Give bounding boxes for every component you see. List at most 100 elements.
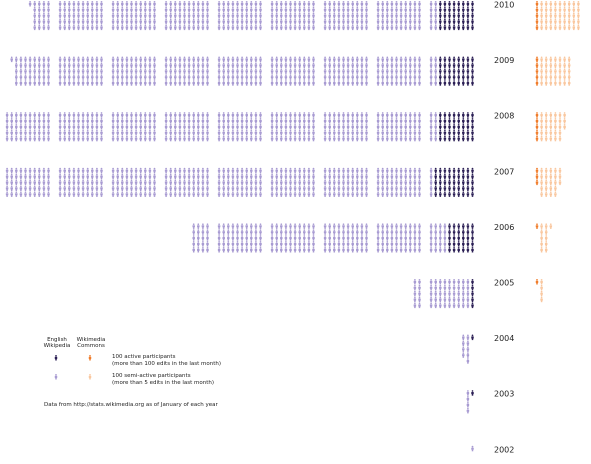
commons-semi-person-icon (549, 185, 553, 191)
enwiki-semi-person-icon (100, 112, 103, 118)
enwiki-semi-person-icon (231, 68, 235, 74)
enwiki-semi-person-icon (68, 74, 71, 80)
enwiki-semi-person-icon (178, 12, 182, 19)
enwiki-semi-person-icon (68, 129, 71, 136)
enwiki-semi-person-icon (121, 6, 124, 13)
enwiki-semi-person-icon (144, 18, 147, 25)
enwiki-semi-person-icon (222, 129, 225, 136)
enwiki-semi-person-icon (376, 112, 380, 118)
enwiki-semi-person-icon (192, 185, 195, 191)
enwiki-semi-person-icon (236, 112, 239, 118)
enwiki-semi-person-icon (72, 123, 76, 130)
enwiki-semi-person-icon (298, 129, 301, 136)
enwiki-semi-person-icon (360, 173, 364, 180)
enwiki-semi-person-icon (333, 80, 336, 86)
enwiki-semi-person-icon (404, 112, 407, 118)
enwiki-semi-person-icon (365, 191, 368, 197)
enwiki-semi-person-icon (298, 62, 301, 68)
commons-semi-person-icon (544, 129, 548, 136)
enwiki-semi-person-icon (148, 191, 152, 197)
enwiki-semi-person-icon (337, 167, 341, 174)
enwiki-semi-person-icon (303, 80, 306, 86)
enwiki-semi-person-icon (429, 118, 433, 124)
enwiki-semi-person-icon (328, 229, 331, 235)
commons-semi-person-icon (544, 118, 548, 124)
enwiki-semi-person-icon (121, 173, 124, 180)
enwiki-active-person-icon (466, 173, 470, 180)
enwiki-semi-person-icon (164, 74, 168, 80)
enwiki-semi-person-icon (86, 185, 89, 191)
enwiki-semi-person-icon (240, 118, 244, 124)
enwiki-semi-person-icon (443, 302, 447, 309)
commons-semi-person-icon (554, 68, 557, 74)
enwiki-semi-person-icon (298, 173, 301, 180)
enwiki-semi-person-icon (72, 179, 76, 186)
enwiki-semi-person-icon (24, 185, 27, 191)
enwiki-semi-person-icon (390, 191, 394, 197)
enwiki-semi-person-icon (429, 6, 433, 13)
enwiki-semi-person-icon (303, 179, 306, 186)
enwiki-semi-person-icon (312, 179, 315, 186)
enwiki-active-person-icon (457, 129, 460, 136)
enwiki-semi-person-icon (231, 135, 235, 142)
enwiki-active-person-icon (443, 56, 447, 63)
enwiki-semi-person-icon (376, 0, 380, 7)
enwiki-semi-person-icon (125, 129, 129, 136)
enwiki-semi-person-icon (429, 290, 433, 297)
enwiki-semi-person-icon (178, 68, 182, 74)
enwiki-semi-person-icon (231, 235, 235, 241)
commons-semi-person-icon (540, 241, 543, 247)
enwiki-semi-person-icon (312, 191, 315, 197)
enwiki-semi-person-icon (19, 179, 23, 186)
enwiki-semi-person-icon (183, 173, 186, 180)
enwiki-semi-person-icon (121, 135, 124, 142)
enwiki-semi-person-icon (293, 123, 297, 130)
enwiki-semi-person-icon (298, 12, 301, 19)
enwiki-semi-person-icon (307, 135, 311, 142)
enwiki-semi-person-icon (197, 68, 200, 74)
enwiki-semi-person-icon (270, 12, 274, 19)
enwiki-semi-person-icon (443, 241, 447, 247)
enwiki-semi-person-icon (409, 246, 412, 253)
enwiki-semi-person-icon (250, 173, 253, 180)
enwiki-semi-person-icon (77, 62, 80, 68)
enwiki-semi-person-icon (245, 191, 248, 197)
enwiki-semi-person-icon (81, 118, 85, 124)
enwiki-semi-person-icon (404, 167, 407, 174)
enwiki-semi-person-icon (100, 74, 103, 80)
enwiki-semi-person-icon (77, 123, 80, 130)
enwiki-semi-person-icon (351, 135, 354, 142)
enwiki-semi-person-icon (217, 135, 221, 142)
enwiki-semi-person-icon (289, 191, 292, 197)
enwiki-semi-person-icon (434, 246, 437, 253)
enwiki-semi-person-icon (323, 56, 327, 63)
enwiki-semi-person-icon (429, 278, 433, 285)
enwiki-semi-person-icon (95, 62, 99, 68)
enwiki-semi-person-icon (134, 56, 138, 63)
enwiki-semi-person-icon (222, 167, 225, 174)
enwiki-semi-person-icon (381, 24, 384, 31)
enwiki-semi-person-icon (452, 296, 456, 303)
enwiki-semi-person-icon (395, 24, 398, 31)
enwiki-semi-person-icon (418, 12, 421, 19)
enwiki-semi-person-icon (63, 135, 66, 142)
commons-semi-person-icon (558, 123, 562, 130)
enwiki-semi-person-icon (245, 173, 248, 180)
enwiki-semi-person-icon (298, 18, 301, 25)
enwiki-semi-person-icon (236, 179, 239, 186)
enwiki-semi-person-icon (187, 123, 191, 130)
enwiki-semi-person-icon (284, 68, 288, 74)
enwiki-semi-person-icon (10, 185, 13, 191)
enwiki-semi-person-icon (307, 173, 311, 180)
enwiki-semi-person-icon (390, 12, 394, 19)
enwiki-semi-person-icon (47, 0, 50, 7)
enwiki-semi-person-icon (236, 167, 239, 174)
enwiki-semi-person-icon (346, 0, 350, 7)
enwiki-semi-person-icon (139, 173, 142, 180)
enwiki-active-person-icon (439, 123, 442, 130)
enwiki-semi-person-icon (303, 135, 306, 142)
enwiki-semi-person-icon (418, 112, 421, 118)
enwiki-semi-person-icon (280, 6, 283, 13)
enwiki-semi-person-icon (303, 18, 306, 25)
enwiki-semi-person-icon (356, 167, 359, 174)
